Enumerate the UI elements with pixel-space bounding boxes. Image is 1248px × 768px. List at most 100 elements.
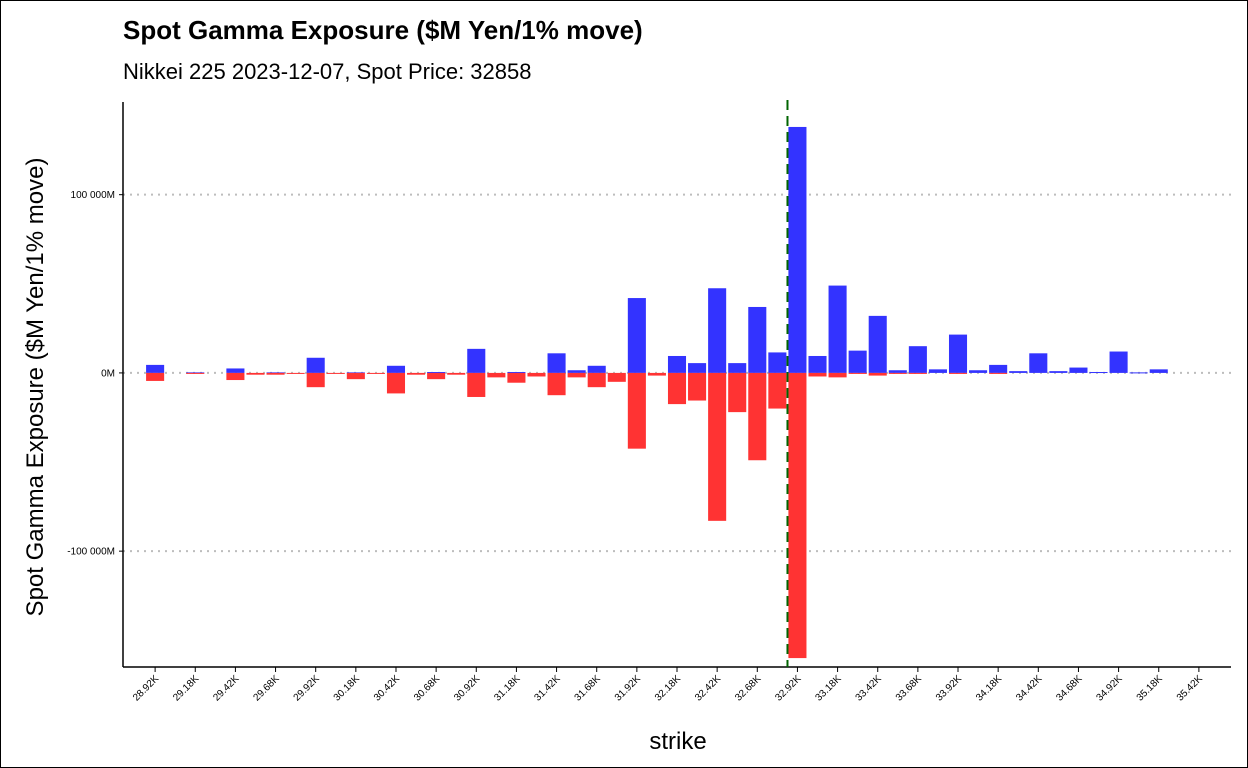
- bar: [507, 372, 526, 374]
- bar: [547, 353, 566, 373]
- bar: [1089, 372, 1108, 374]
- bar: [607, 372, 626, 382]
- x-tick-label: 34.68K: [1054, 673, 1084, 703]
- bar: [688, 372, 707, 401]
- bar: [808, 372, 827, 377]
- bar: [587, 372, 606, 388]
- x-tick-label: 31.68K: [573, 673, 603, 703]
- bar: [366, 372, 385, 374]
- bar: [1129, 372, 1148, 374]
- bar: [447, 372, 466, 375]
- bar: [848, 372, 867, 374]
- bar: [567, 370, 586, 373]
- bar: [768, 352, 787, 373]
- bar: [728, 372, 747, 413]
- chart-subtitle: Nikkei 225 2023-12-07, Spot Price: 32858: [123, 59, 532, 84]
- x-tick-label: 34.92K: [1095, 673, 1125, 703]
- bar: [346, 372, 365, 374]
- bar: [688, 363, 707, 373]
- bar: [1149, 369, 1168, 373]
- bar: [266, 372, 285, 374]
- x-tick-label: 32.68K: [733, 673, 763, 703]
- bar: [427, 372, 446, 374]
- bar: [1069, 367, 1088, 373]
- bar: [908, 346, 927, 373]
- bar: [407, 372, 426, 375]
- bar: [627, 372, 646, 449]
- bar: [547, 372, 566, 396]
- bar: [487, 372, 506, 378]
- bar: [1029, 353, 1048, 373]
- bar: [246, 372, 265, 375]
- bar: [748, 372, 767, 461]
- bars: [146, 126, 1168, 659]
- x-tick-label: 30.42K: [372, 673, 402, 703]
- bar: [928, 369, 947, 373]
- x-tick-label: 30.18K: [332, 673, 362, 703]
- x-tick-label: 31.18K: [492, 673, 522, 703]
- x-tick-label: 29.68K: [251, 673, 281, 703]
- x-tick-label: 29.42K: [211, 673, 241, 703]
- bar: [989, 372, 1008, 374]
- bar: [226, 368, 245, 373]
- chart-title: Spot Gamma Exposure ($M Yen/1% move): [123, 15, 643, 45]
- bar: [647, 372, 666, 376]
- bar: [948, 372, 968, 374]
- x-tick-label: 28.92K: [131, 673, 161, 703]
- bar: [989, 364, 1008, 373]
- bar: [567, 372, 586, 378]
- x-tick-label: 35.18K: [1135, 673, 1165, 703]
- x-tick-label: 33.68K: [894, 673, 924, 703]
- x-tick-label: 33.18K: [814, 673, 844, 703]
- y-tick-label: 0M: [101, 368, 115, 379]
- x-tick-label: 31.42K: [532, 673, 562, 703]
- bar: [908, 372, 927, 374]
- bar: [868, 315, 887, 373]
- bar: [587, 365, 606, 373]
- bar: [146, 364, 165, 373]
- bar: [326, 372, 345, 374]
- bar: [748, 306, 767, 373]
- bar: [306, 357, 325, 373]
- x-tick-label: 32.42K: [693, 673, 723, 703]
- x-tick-label: 33.42K: [854, 673, 884, 703]
- bar: [667, 372, 687, 405]
- bar: [386, 365, 406, 373]
- x-tick-label: 34.18K: [974, 673, 1004, 703]
- x-tick-label: 32.92K: [773, 673, 803, 703]
- bar: [808, 355, 827, 373]
- bar: [346, 372, 365, 380]
- bar: [386, 372, 406, 394]
- bar: [226, 372, 245, 381]
- bar: [306, 372, 325, 388]
- bar: [286, 372, 305, 374]
- bar: [1109, 351, 1128, 373]
- x-tick-label: 29.92K: [292, 673, 322, 703]
- bar: [768, 372, 787, 409]
- bar: [507, 372, 526, 383]
- bar: [427, 372, 446, 380]
- bar: [667, 355, 687, 373]
- bar: [868, 372, 887, 376]
- bar: [788, 372, 807, 659]
- x-tick-label: 32.18K: [653, 673, 683, 703]
- bar: [1009, 371, 1028, 373]
- bar: [788, 126, 807, 373]
- bar: [1049, 371, 1068, 373]
- x-tick-label: 31.92K: [613, 673, 643, 703]
- y-axis-title: Spot Gamma Exposure ($M Yen/1% move): [22, 158, 49, 617]
- x-tick-label: 30.92K: [452, 673, 482, 703]
- y-tick-label: 100 000M: [71, 190, 115, 201]
- x-tick-label: 34.42K: [1014, 673, 1044, 703]
- bar: [888, 370, 907, 373]
- bar: [708, 288, 727, 373]
- x-tick-label: 30.68K: [412, 673, 442, 703]
- x-tick-label: 29.18K: [171, 673, 201, 703]
- bar: [186, 372, 205, 374]
- bar: [848, 350, 867, 373]
- x-tick-label: 33.92K: [934, 673, 964, 703]
- x-tick-label: 35.42K: [1175, 673, 1205, 703]
- bar: [969, 370, 988, 373]
